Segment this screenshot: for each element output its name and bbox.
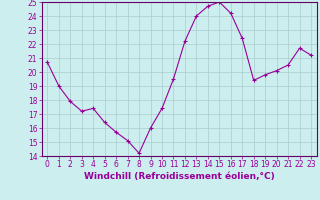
X-axis label: Windchill (Refroidissement éolien,°C): Windchill (Refroidissement éolien,°C) xyxy=(84,172,275,181)
